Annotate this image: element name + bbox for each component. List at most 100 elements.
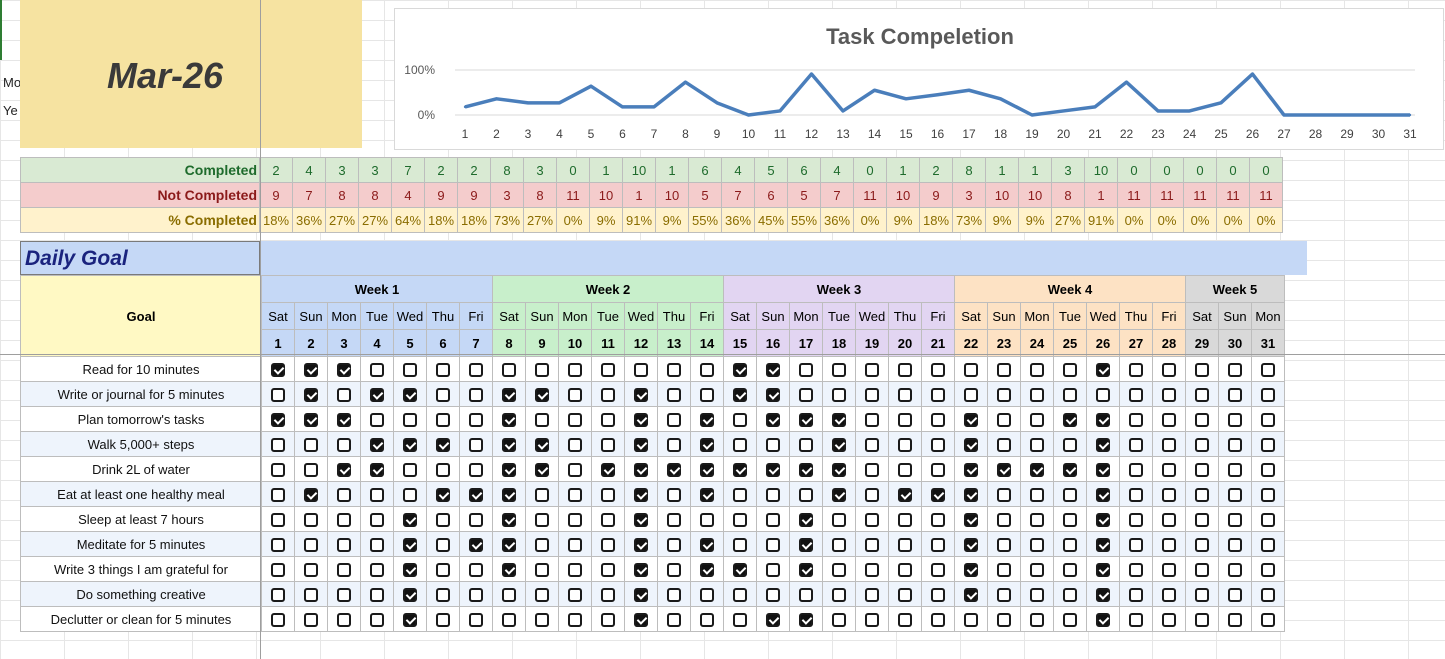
day-name[interactable]: Sat bbox=[261, 302, 295, 330]
day-name[interactable]: Tue bbox=[591, 302, 625, 330]
unchecked-checkbox[interactable] bbox=[304, 537, 318, 552]
day-number[interactable]: 22 bbox=[954, 329, 988, 357]
day-name[interactable]: Tue bbox=[822, 302, 856, 330]
completed-count[interactable]: 0 bbox=[1249, 157, 1283, 183]
checked-checkbox[interactable] bbox=[931, 487, 945, 502]
checked-checkbox[interactable] bbox=[634, 537, 648, 552]
unchecked-checkbox[interactable] bbox=[1129, 612, 1143, 627]
pct-completed-label[interactable]: % Completed bbox=[20, 207, 260, 233]
checked-checkbox[interactable] bbox=[634, 512, 648, 527]
unchecked-checkbox[interactable] bbox=[304, 512, 318, 527]
unchecked-checkbox[interactable] bbox=[766, 437, 780, 452]
unchecked-checkbox[interactable] bbox=[1063, 387, 1077, 402]
unchecked-checkbox[interactable] bbox=[601, 412, 615, 427]
day-number[interactable]: 7 bbox=[459, 329, 493, 357]
unchecked-checkbox[interactable] bbox=[997, 387, 1011, 402]
unchecked-checkbox[interactable] bbox=[436, 362, 450, 377]
day-number[interactable]: 17 bbox=[789, 329, 823, 357]
unchecked-checkbox[interactable] bbox=[667, 387, 681, 402]
day-name[interactable]: Mon bbox=[327, 302, 361, 330]
completed-count[interactable]: 0 bbox=[853, 157, 887, 183]
not-completed-count[interactable]: 1 bbox=[622, 182, 656, 208]
unchecked-checkbox[interactable] bbox=[865, 437, 879, 452]
day-number[interactable]: 21 bbox=[921, 329, 955, 357]
unchecked-checkbox[interactable] bbox=[733, 587, 747, 602]
not-completed-count[interactable]: 3 bbox=[952, 182, 986, 208]
unchecked-checkbox[interactable] bbox=[931, 537, 945, 552]
unchecked-checkbox[interactable] bbox=[568, 387, 582, 402]
checked-checkbox[interactable] bbox=[304, 487, 318, 502]
goal-name[interactable]: Plan tomorrow's tasks bbox=[20, 406, 262, 432]
not-completed-count[interactable]: 10 bbox=[886, 182, 920, 208]
unchecked-checkbox[interactable] bbox=[601, 362, 615, 377]
unchecked-checkbox[interactable] bbox=[1030, 562, 1044, 577]
unchecked-checkbox[interactable] bbox=[535, 562, 549, 577]
checked-checkbox[interactable] bbox=[535, 387, 549, 402]
unchecked-checkbox[interactable] bbox=[1228, 562, 1242, 577]
checked-checkbox[interactable] bbox=[502, 537, 516, 552]
unchecked-checkbox[interactable] bbox=[1030, 362, 1044, 377]
day-number[interactable]: 24 bbox=[1020, 329, 1054, 357]
unchecked-checkbox[interactable] bbox=[865, 362, 879, 377]
unchecked-checkbox[interactable] bbox=[1129, 462, 1143, 477]
unchecked-checkbox[interactable] bbox=[568, 587, 582, 602]
unchecked-checkbox[interactable] bbox=[865, 537, 879, 552]
unchecked-checkbox[interactable] bbox=[832, 362, 846, 377]
day-name[interactable]: Wed bbox=[1086, 302, 1120, 330]
unchecked-checkbox[interactable] bbox=[898, 387, 912, 402]
unchecked-checkbox[interactable] bbox=[1195, 462, 1209, 477]
pct-completed-value[interactable]: 0% bbox=[1117, 207, 1151, 233]
unchecked-checkbox[interactable] bbox=[1030, 487, 1044, 502]
checked-checkbox[interactable] bbox=[535, 462, 549, 477]
unchecked-checkbox[interactable] bbox=[997, 412, 1011, 427]
unchecked-checkbox[interactable] bbox=[1261, 387, 1275, 402]
checked-checkbox[interactable] bbox=[799, 412, 813, 427]
unchecked-checkbox[interactable] bbox=[337, 562, 351, 577]
completed-count[interactable]: 0 bbox=[1183, 157, 1217, 183]
day-number[interactable]: 10 bbox=[558, 329, 592, 357]
checked-checkbox[interactable] bbox=[1063, 462, 1077, 477]
unchecked-checkbox[interactable] bbox=[601, 387, 615, 402]
unchecked-checkbox[interactable] bbox=[304, 462, 318, 477]
checked-checkbox[interactable] bbox=[898, 487, 912, 502]
unchecked-checkbox[interactable] bbox=[1162, 512, 1176, 527]
not-completed-count[interactable]: 9 bbox=[424, 182, 458, 208]
not-completed-count[interactable]: 10 bbox=[589, 182, 623, 208]
unchecked-checkbox[interactable] bbox=[1228, 512, 1242, 527]
unchecked-checkbox[interactable] bbox=[898, 612, 912, 627]
checked-checkbox[interactable] bbox=[502, 512, 516, 527]
unchecked-checkbox[interactable] bbox=[964, 387, 978, 402]
not-completed-count[interactable]: 11 bbox=[1249, 182, 1283, 208]
unchecked-checkbox[interactable] bbox=[1162, 587, 1176, 602]
unchecked-checkbox[interactable] bbox=[1129, 487, 1143, 502]
goal-name[interactable]: Eat at least one healthy meal bbox=[20, 481, 262, 507]
pct-completed-value[interactable]: 36% bbox=[721, 207, 755, 233]
day-number[interactable]: 1 bbox=[261, 329, 295, 357]
unchecked-checkbox[interactable] bbox=[436, 462, 450, 477]
goal-name[interactable]: Declutter or clean for 5 minutes bbox=[20, 606, 262, 632]
day-name[interactable]: Sun bbox=[1218, 302, 1252, 330]
unchecked-checkbox[interactable] bbox=[667, 487, 681, 502]
unchecked-checkbox[interactable] bbox=[271, 387, 285, 402]
pct-completed-value[interactable]: 36% bbox=[292, 207, 326, 233]
unchecked-checkbox[interactable] bbox=[799, 362, 813, 377]
unchecked-checkbox[interactable] bbox=[271, 437, 285, 452]
completed-count[interactable]: 7 bbox=[391, 157, 425, 183]
pct-completed-value[interactable]: 27% bbox=[325, 207, 359, 233]
checked-checkbox[interactable] bbox=[1096, 512, 1110, 527]
unchecked-checkbox[interactable] bbox=[931, 437, 945, 452]
goal-name[interactable]: Do something creative bbox=[20, 581, 262, 607]
unchecked-checkbox[interactable] bbox=[1162, 612, 1176, 627]
unchecked-checkbox[interactable] bbox=[931, 562, 945, 577]
unchecked-checkbox[interactable] bbox=[403, 412, 417, 427]
not-completed-count[interactable]: 8 bbox=[523, 182, 557, 208]
checked-checkbox[interactable] bbox=[1096, 487, 1110, 502]
checked-checkbox[interactable] bbox=[1030, 462, 1044, 477]
unchecked-checkbox[interactable] bbox=[304, 562, 318, 577]
unchecked-checkbox[interactable] bbox=[370, 562, 384, 577]
unchecked-checkbox[interactable] bbox=[1030, 387, 1044, 402]
pct-completed-value[interactable]: 55% bbox=[688, 207, 722, 233]
day-name[interactable]: Sun bbox=[987, 302, 1021, 330]
completed-count[interactable]: 10 bbox=[622, 157, 656, 183]
unchecked-checkbox[interactable] bbox=[766, 512, 780, 527]
